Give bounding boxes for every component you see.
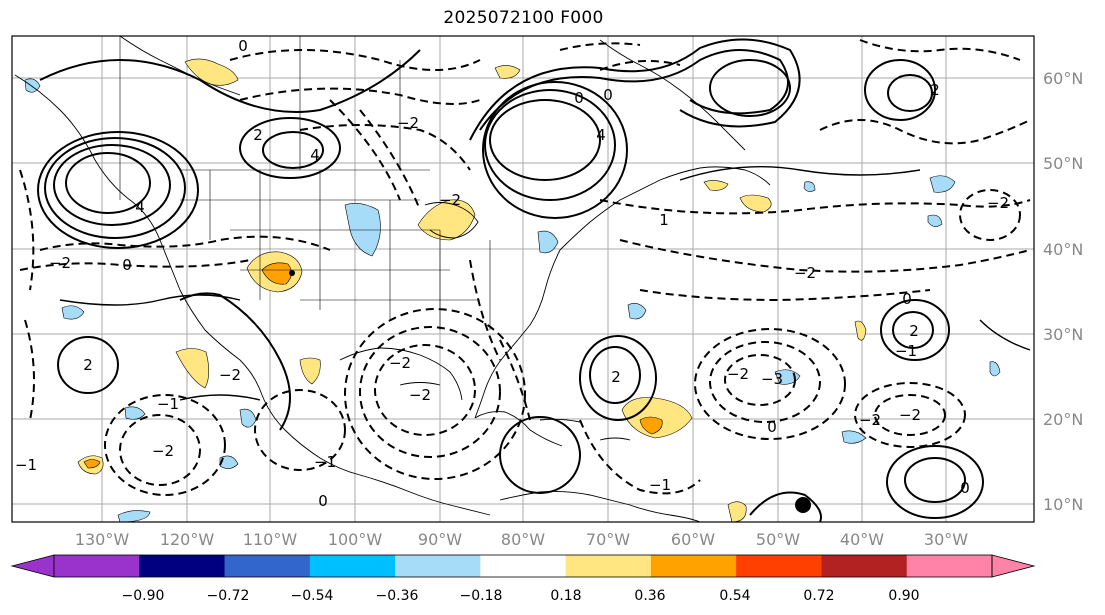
contour-label: −2 <box>987 194 1009 212</box>
contour-label: −2 <box>397 114 419 132</box>
contour-label: −1 <box>314 453 336 471</box>
colorbar-box <box>224 555 311 577</box>
colorbar-box <box>650 555 737 577</box>
storm-center-marker <box>289 270 295 276</box>
colorbar-box <box>395 555 481 577</box>
contour-label: 0 <box>767 418 777 436</box>
map-title: 2025072100 F000 <box>443 8 604 28</box>
positive-contours <box>37 38 984 522</box>
contour-label: −1 <box>649 476 671 494</box>
colorbar-box <box>309 555 396 577</box>
latitude-label: 10°N <box>1043 495 1083 514</box>
colorbar-tick-label: −0.90 <box>122 588 165 604</box>
contour-label: 2 <box>83 356 93 374</box>
contour-label: 0 <box>574 89 584 107</box>
longitude-labels: 130°W 120°W 110°W 100°W 90°W 80°W 70°W 6… <box>75 530 968 549</box>
longitude-label: 80°W <box>501 530 545 549</box>
contour-label: 0 <box>122 256 132 274</box>
colorbar-box <box>54 555 140 577</box>
contour-label: 0 <box>318 492 328 510</box>
colorbar-tick-label: 0.54 <box>719 588 750 604</box>
graticule-grid <box>12 36 1034 522</box>
contour-label: −2 <box>409 386 431 404</box>
longitude-label: 100°W <box>328 530 383 549</box>
colorbar-tick-label: 0.72 <box>803 588 834 604</box>
latitude-label: 50°N <box>1043 154 1083 173</box>
contour-label: 2 <box>611 368 621 386</box>
colorbar <box>10 554 1036 578</box>
contour-label: −3 <box>761 370 783 388</box>
contour-label: −2 <box>389 354 411 372</box>
negative-contours <box>19 39 1031 496</box>
colorbar-box <box>821 555 908 577</box>
contour-label: 4 <box>310 146 320 164</box>
colorbar-tick-label: −0.36 <box>376 588 419 604</box>
colorbar-box <box>139 555 226 577</box>
contour-label: 4 <box>135 198 145 216</box>
contour-label: −2 <box>794 264 816 282</box>
colorbar-outline <box>53 554 993 578</box>
longitude-label: 90°W <box>418 530 462 549</box>
coastlines <box>14 36 771 522</box>
longitude-label: 50°W <box>756 530 800 549</box>
longitude-label: 70°W <box>586 530 630 549</box>
contour-label: 1 <box>659 211 669 229</box>
colorbar-tick-label: −0.18 <box>460 588 503 604</box>
longitude-label: 30°W <box>924 530 968 549</box>
latitude-labels: 60°N 50°N 40°N 30°N 20°N 10°N <box>1043 69 1083 514</box>
contour-label: 2 <box>930 81 940 99</box>
colorbar-extension-high <box>991 554 1036 578</box>
colorbar-box <box>480 555 567 577</box>
contour-label: 2 <box>909 322 919 340</box>
latitude-label: 60°N <box>1043 69 1083 88</box>
contour-label: 0 <box>238 37 248 55</box>
colorbar-tick-label: 0.18 <box>550 588 581 604</box>
longitude-label: 120°W <box>160 530 215 549</box>
longitude-label: 40°W <box>840 530 884 549</box>
colorbar-box <box>565 555 652 577</box>
longitude-label: 60°W <box>671 530 715 549</box>
map-border <box>11 35 1035 523</box>
contour-label: −2 <box>727 365 749 383</box>
contour-label: 2 <box>253 126 263 144</box>
contour-label: −1 <box>157 395 179 413</box>
contour-label: −2 <box>859 411 881 429</box>
point-marker <box>795 497 811 513</box>
contour-labels: 0 2 4 −2 4 0 2 −2 −2 4 0 0 −2 −2 −1 −2 −… <box>15 37 1009 510</box>
contour-label: −2 <box>899 406 921 424</box>
longitude-label: 130°W <box>75 530 130 549</box>
contour-label: −1 <box>895 342 917 360</box>
colorbar-extension-low <box>10 554 55 578</box>
state-borders <box>119 36 491 330</box>
contour-label: −2 <box>152 442 174 460</box>
contour-label: 0 <box>902 290 912 308</box>
contour-label: −1 <box>15 456 37 474</box>
contour-label: −2 <box>439 191 461 209</box>
colorbar-box <box>736 555 822 577</box>
latitude-label: 20°N <box>1043 410 1083 429</box>
contour-label: 0 <box>603 86 613 104</box>
latitude-label: 30°N <box>1043 325 1083 344</box>
colorbar-ticks: −0.90 −0.72 −0.54 −0.36 −0.18 0.18 0.36 … <box>122 588 920 604</box>
latitude-label: 40°N <box>1043 240 1083 259</box>
zero-contours <box>59 165 1031 401</box>
contour-label: −2 <box>49 254 71 272</box>
colorbar-tick-label: 0.36 <box>634 588 665 604</box>
contour-label: 0 <box>960 479 970 497</box>
colorbar-tick-label: 0.90 <box>888 588 919 604</box>
colorbar-tick-label: −0.72 <box>207 588 250 604</box>
colorbar-tick-label: −0.54 <box>291 588 334 604</box>
colorbar-box <box>906 555 993 577</box>
contour-label: 4 <box>596 126 606 144</box>
contour-label: −2 <box>219 366 241 384</box>
longitude-label: 110°W <box>243 530 298 549</box>
